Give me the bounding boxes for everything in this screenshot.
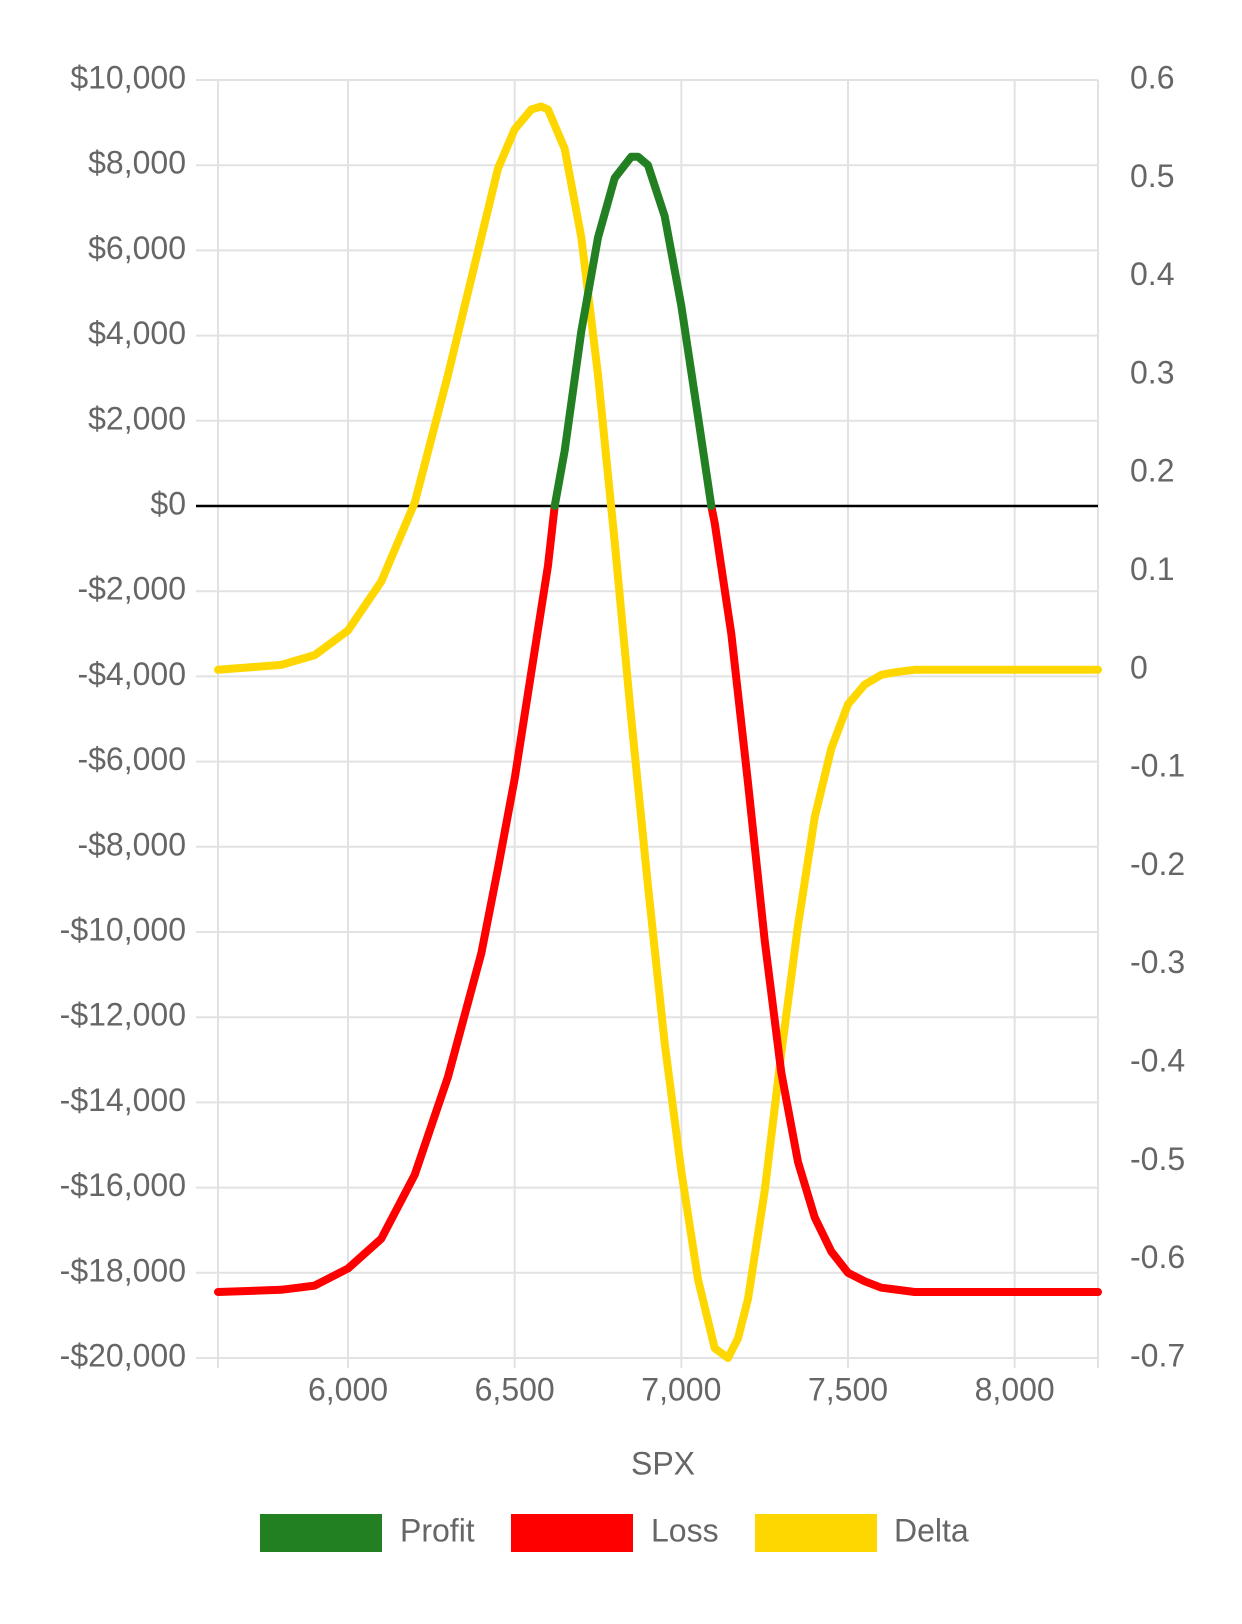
grid-lines	[196, 79, 1099, 1368]
legend-label-profit[interactable]: Profit	[400, 1512, 475, 1548]
legend-label-delta[interactable]: Delta	[894, 1512, 969, 1548]
legend-swatch-loss[interactable]	[511, 1514, 633, 1552]
left-y-tick-label: -$14,000	[60, 1082, 186, 1118]
legend: Profit Loss Delta	[260, 1512, 969, 1552]
right-y-tick-label: 0.4	[1130, 256, 1174, 292]
series-line-delta	[214, 102, 1102, 1362]
left-y-tick-label: -$16,000	[60, 1167, 186, 1203]
series-line-profit	[550, 152, 716, 510]
left-y-tick-label: -$20,000	[60, 1337, 186, 1373]
right-y-tick-label: -0.3	[1130, 944, 1185, 980]
right-y-tick-label: 0.6	[1130, 59, 1174, 95]
left-y-tick-label: $0	[150, 485, 186, 521]
left-y-tick-label: -$10,000	[60, 911, 186, 947]
x-tick-label: 7,000	[641, 1371, 721, 1407]
left-y-tick-label: -$6,000	[77, 741, 186, 777]
left-y-axis-ticks: $10,000 $8,000 $6,000 $4,000 $2,000 $0 -$2,000…	[60, 59, 186, 1373]
legend-swatch-profit[interactable]	[260, 1514, 382, 1552]
right-y-tick-label: -0.7	[1130, 1337, 1185, 1373]
right-y-tick-label: 0.5	[1130, 158, 1174, 194]
x-tick-label: 6,000	[308, 1371, 388, 1407]
right-y-tick-label: 0	[1130, 649, 1148, 685]
left-y-tick-label: $6,000	[88, 230, 186, 266]
left-y-tick-label: $8,000	[88, 145, 186, 181]
left-y-tick-label: -$2,000	[77, 571, 186, 607]
x-axis-ticks: 6,000 6,500 7,000 7,500 8,000	[308, 1371, 1055, 1407]
left-y-tick-label: $2,000	[88, 400, 186, 436]
right-y-tick-label: -0.6	[1130, 1239, 1185, 1275]
left-y-tick-label: -$18,000	[60, 1252, 186, 1288]
left-y-tick-label: -$12,000	[60, 997, 186, 1033]
legend-label-loss[interactable]: Loss	[651, 1512, 719, 1548]
x-tick-label: 8,000	[975, 1371, 1055, 1407]
left-y-tick-label: -$4,000	[77, 656, 186, 692]
right-y-tick-label: -0.1	[1130, 748, 1185, 784]
left-y-tick-label: $10,000	[70, 59, 186, 95]
series-lines	[214, 102, 1102, 1362]
series-line-loss	[214, 502, 1102, 1296]
right-y-tick-label: -0.5	[1130, 1141, 1185, 1177]
legend-swatch-delta[interactable]	[755, 1514, 877, 1552]
right-y-tick-label: 0.2	[1130, 453, 1174, 489]
right-y-tick-label: -0.2	[1130, 846, 1185, 882]
right-y-tick-label: -0.4	[1130, 1043, 1185, 1079]
x-tick-label: 7,500	[808, 1371, 888, 1407]
x-axis-title: SPX	[631, 1445, 695, 1481]
left-y-tick-label: $4,000	[88, 315, 186, 351]
x-tick-label: 6,500	[475, 1371, 555, 1407]
right-y-tick-label: 0.3	[1130, 354, 1174, 390]
right-y-axis-ticks: 0.6 0.5 0.4 0.3 0.2 0.1 0 -0.1 -0.2 -0.3 -0.4 -0.5 -…	[1130, 59, 1185, 1373]
left-y-tick-label: -$8,000	[77, 826, 186, 862]
right-y-tick-label: 0.1	[1130, 551, 1174, 587]
